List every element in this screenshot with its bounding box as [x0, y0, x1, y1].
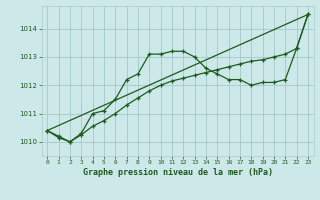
X-axis label: Graphe pression niveau de la mer (hPa): Graphe pression niveau de la mer (hPa): [83, 168, 273, 177]
